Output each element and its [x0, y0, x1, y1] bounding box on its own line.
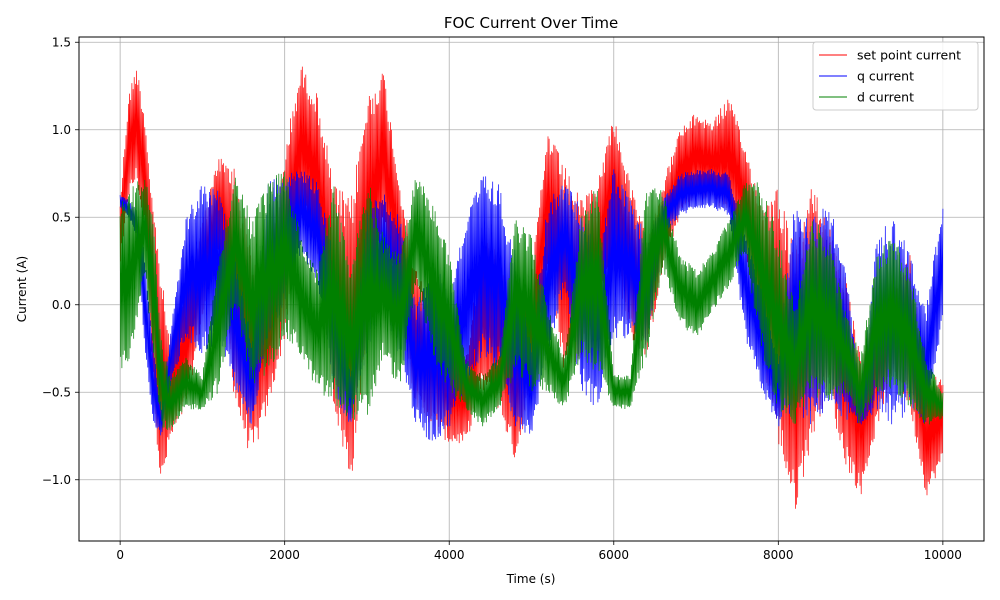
- legend-label: set point current: [857, 48, 961, 63]
- y-tick-label: 0.0: [52, 298, 71, 312]
- x-tick-label: 2000: [269, 548, 300, 562]
- series-layer: [119, 66, 944, 509]
- y-axis-ticks: −1.0 −0.5 0.0 0.5 1.0 1.5: [42, 35, 79, 487]
- y-axis-label: Current (A): [15, 256, 29, 322]
- series-line-d-current: [119, 171, 944, 431]
- y-tick-label: 1.0: [52, 123, 71, 137]
- y-tick-label: −1.0: [42, 473, 71, 487]
- x-axis-ticks: 0 2000 4000 6000 8000 10000: [116, 541, 962, 562]
- chart-title: FOC Current Over Time: [444, 14, 618, 32]
- y-tick-label: 0.5: [52, 210, 71, 224]
- x-tick-label: 10000: [924, 548, 962, 562]
- x-axis-label: Time (s): [506, 572, 556, 586]
- legend-box: [812, 41, 979, 111]
- plot-frame: [78, 36, 985, 542]
- x-tick-label: 0: [116, 548, 124, 562]
- x-tick-label: 4000: [434, 548, 465, 562]
- legend-label: q current: [857, 69, 914, 84]
- x-tick-label: 6000: [598, 548, 629, 562]
- legend-label: d current: [857, 90, 914, 105]
- legend: set point current q current d current: [812, 41, 979, 111]
- x-tick-label: 8000: [763, 548, 794, 562]
- y-tick-label: 1.5: [52, 35, 71, 49]
- y-tick-label: −0.5: [42, 385, 71, 399]
